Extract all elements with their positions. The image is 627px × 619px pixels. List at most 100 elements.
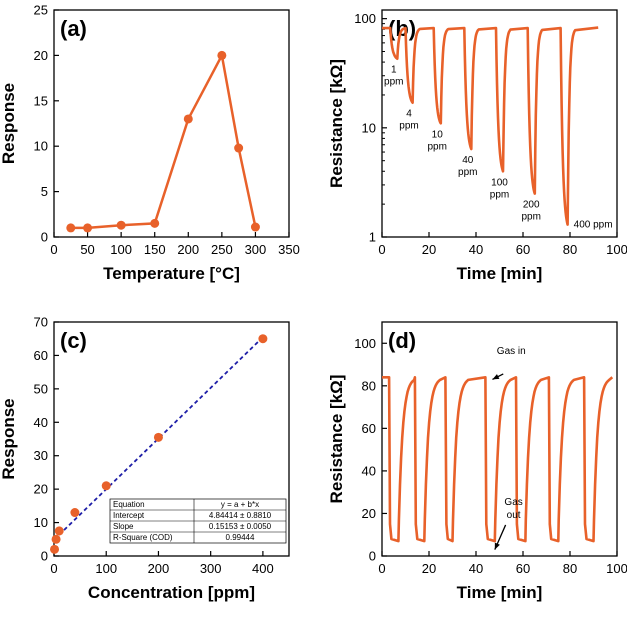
y-axis-label: Resistance [kΩ] bbox=[327, 59, 346, 188]
annotation-arrowhead bbox=[492, 374, 500, 380]
y-tick-label: 40 bbox=[362, 463, 376, 478]
x-tick-label: 100 bbox=[606, 242, 627, 257]
y-tick-label: 20 bbox=[362, 506, 376, 521]
fit-table: Equation y = a + b*x Intercept 4.84414 ± 0.… bbox=[109, 498, 287, 544]
fit-table-key: Equation bbox=[113, 500, 145, 509]
pulse-label: 200 bbox=[523, 200, 540, 211]
data-point bbox=[234, 143, 244, 153]
y-tick-label: 5 bbox=[41, 184, 48, 199]
annotation-text: out bbox=[507, 510, 521, 521]
x-tick-label: 40 bbox=[469, 561, 483, 576]
y-tick-label: 1 bbox=[369, 230, 376, 245]
data-point bbox=[83, 223, 93, 233]
y-axis-label: Response bbox=[0, 398, 18, 479]
data-point bbox=[258, 334, 268, 344]
x-tick-label: 100 bbox=[95, 561, 117, 576]
pulse-label: 40 bbox=[462, 155, 474, 166]
panel-b: 0 20 40 60 80 100 1 10 100 Time [min] Resistance [… bbox=[327, 9, 627, 283]
y-tick-label: 70 bbox=[34, 315, 48, 330]
x-tick-label: 400 bbox=[252, 561, 274, 576]
pulse-label: 100 bbox=[491, 177, 508, 188]
x-tick-label: 100 bbox=[110, 242, 132, 257]
y-tick-label: 20 bbox=[34, 482, 48, 497]
data-point bbox=[217, 50, 227, 60]
fit-table-key: Slope bbox=[113, 522, 134, 531]
panel-label: (c) bbox=[60, 328, 87, 353]
y-tick-label: 80 bbox=[362, 378, 376, 393]
x-tick-label: 300 bbox=[245, 242, 267, 257]
series-line bbox=[382, 375, 614, 543]
data-point bbox=[51, 534, 61, 544]
x-tick-label: 200 bbox=[148, 561, 170, 576]
panel-a: 0 50 100 150 200 250 300 350 0 5 10 15 20 25 Temperatu… bbox=[0, 3, 300, 284]
y-tick-label: 25 bbox=[34, 3, 48, 18]
pulse-label: ppm bbox=[458, 167, 477, 178]
x-tick-label: 80 bbox=[563, 561, 577, 576]
x-tick-label: 0 bbox=[50, 561, 57, 576]
x-tick-label: 50 bbox=[80, 242, 94, 257]
y-tick-label: 10 bbox=[34, 139, 48, 154]
pulse-label: 10 bbox=[432, 129, 444, 140]
data-point bbox=[66, 223, 76, 233]
data-point bbox=[50, 544, 60, 554]
plot-frame bbox=[53, 321, 290, 557]
x-tick-label: 40 bbox=[469, 242, 483, 257]
data-point bbox=[150, 218, 160, 228]
data-point bbox=[183, 114, 193, 124]
fit-table-key: R-Square (COD) bbox=[113, 533, 173, 542]
fit-table-value: y = a + b*x bbox=[221, 500, 259, 509]
panel-label: (d) bbox=[388, 328, 416, 353]
y-tick-label: 10 bbox=[362, 120, 376, 135]
y-tick-label: 40 bbox=[34, 415, 48, 430]
x-axis-label: Temperature [°C] bbox=[103, 264, 240, 283]
pulse-label: ppm bbox=[399, 121, 418, 132]
pulse-label: ppm bbox=[521, 212, 540, 223]
pulse-label: ppm bbox=[490, 189, 509, 200]
fit-table-value: 0.15153 ± 0.0050 bbox=[209, 522, 272, 531]
y-tick-label: 100 bbox=[354, 11, 376, 26]
y-tick-label: 30 bbox=[34, 448, 48, 463]
y-tick-label: 60 bbox=[362, 421, 376, 436]
fit-table-value: 4.84414 ± 0.8810 bbox=[209, 511, 272, 520]
x-tick-label: 0 bbox=[378, 561, 385, 576]
annotation-text: Gas bbox=[504, 497, 522, 508]
y-tick-label: 100 bbox=[354, 336, 376, 351]
annotation-text: Gas in bbox=[497, 346, 526, 357]
data-point bbox=[116, 220, 126, 230]
pulse-label: 400 ppm bbox=[574, 220, 613, 231]
x-axis-label: Time [min] bbox=[457, 583, 543, 602]
x-axis-label: Concentration [ppm] bbox=[88, 583, 255, 602]
series-line bbox=[382, 26, 599, 226]
data-point bbox=[54, 526, 64, 536]
x-tick-label: 200 bbox=[177, 242, 199, 257]
x-tick-label: 150 bbox=[144, 242, 166, 257]
fit-table-key: Intercept bbox=[113, 511, 145, 520]
series-line bbox=[70, 51, 257, 230]
x-tick-label: 60 bbox=[516, 561, 530, 576]
panel-label: (a) bbox=[60, 16, 87, 41]
data-point bbox=[250, 222, 260, 232]
pulse-label: 4 bbox=[406, 109, 412, 120]
x-tick-label: 80 bbox=[563, 242, 577, 257]
annotation: Gas out bbox=[494, 497, 523, 550]
x-tick-label: 0 bbox=[50, 242, 57, 257]
pulse-label: ppm bbox=[427, 141, 446, 152]
y-tick-label: 60 bbox=[34, 348, 48, 363]
x-tick-label: 0 bbox=[378, 242, 385, 257]
y-tick-label: 0 bbox=[41, 230, 48, 245]
x-tick-label: 100 bbox=[606, 561, 627, 576]
x-tick-label: 20 bbox=[422, 561, 436, 576]
pulse-label: 1 bbox=[391, 65, 397, 76]
y-axis-label: Resistance [kΩ] bbox=[327, 375, 346, 504]
x-axis-label: Time [min] bbox=[457, 264, 543, 283]
plot-frame bbox=[381, 9, 618, 238]
panel-d: 0 20 40 60 80 100 0 20 40 60 80 100 Time [min] Resist… bbox=[327, 321, 627, 602]
y-tick-label: 15 bbox=[34, 93, 48, 108]
x-tick-label: 350 bbox=[278, 242, 300, 257]
x-tick-label: 20 bbox=[422, 242, 436, 257]
data-point bbox=[153, 432, 163, 442]
y-tick-label: 0 bbox=[41, 549, 48, 564]
plot-frame bbox=[381, 321, 618, 557]
x-tick-label: 250 bbox=[211, 242, 233, 257]
